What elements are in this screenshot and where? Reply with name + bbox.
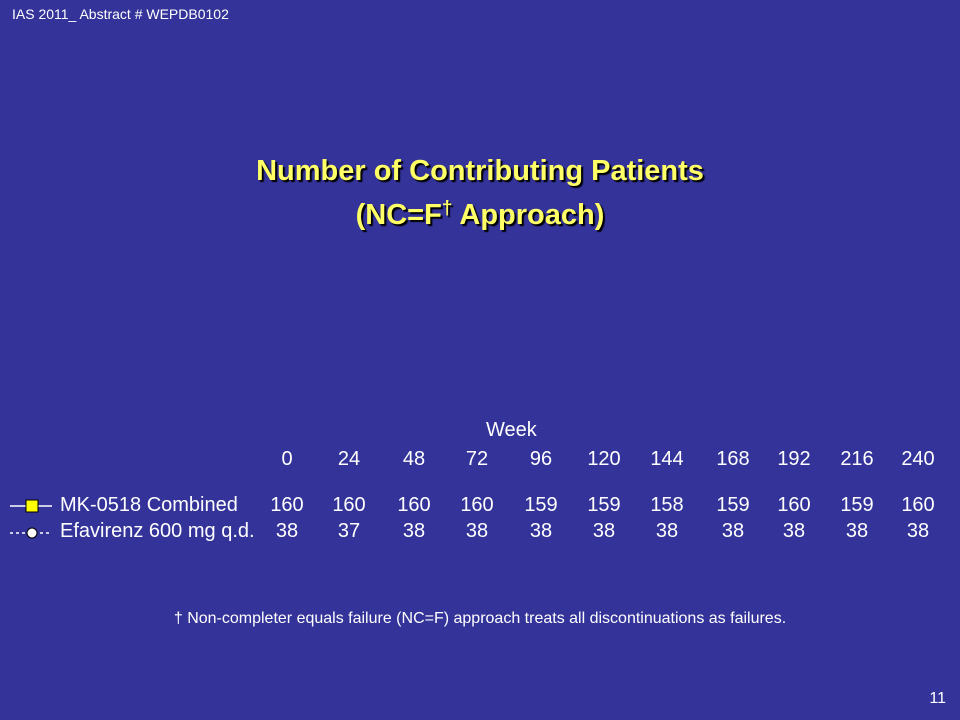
table-cell: 160 xyxy=(332,494,366,516)
title-line-2-main: (NC=F xyxy=(355,199,442,231)
week-cell: 216 xyxy=(840,448,874,470)
slide-title: Number of Contributing Patients (NC=F† A… xyxy=(0,152,960,234)
week-cell: 120 xyxy=(587,448,621,470)
week-cell: 192 xyxy=(777,448,811,470)
title-dagger: † xyxy=(441,198,453,219)
week-cell: 168 xyxy=(716,448,750,470)
week-header-row: 0 24 48 72 96 120 144 168 192 216 240 xyxy=(0,448,960,474)
table-cell: 38 xyxy=(845,520,869,542)
table-cell: 158 xyxy=(650,494,684,516)
title-line-2-end: Approach) xyxy=(452,199,605,231)
header-note: IAS 2011_ Abstract # WEPDB0102 xyxy=(12,6,229,22)
legend-efavirenz: Efavirenz 600 mg q.d. xyxy=(8,520,278,546)
week-cell: 240 xyxy=(901,448,935,470)
week-cell: 48 xyxy=(402,448,426,470)
week-cell: 24 xyxy=(337,448,361,470)
circle-marker-icon xyxy=(10,527,52,539)
table-cell: 38 xyxy=(529,520,553,542)
table-cell: 159 xyxy=(716,494,750,516)
table-cell: 37 xyxy=(337,520,361,542)
table-cell: 160 xyxy=(397,494,431,516)
table-cell: 38 xyxy=(275,520,299,542)
table-cell: 160 xyxy=(460,494,494,516)
title-line-1: Number of Contributing Patients xyxy=(256,155,704,187)
week-cell: 0 xyxy=(281,448,293,470)
title-line-2: (NC=F† Approach) xyxy=(0,190,960,234)
legend-label-mk0518: MK-0518 Combined xyxy=(60,494,238,516)
table-cell: 159 xyxy=(587,494,621,516)
table-cell: 159 xyxy=(524,494,558,516)
square-marker-icon xyxy=(10,499,52,513)
table-cell: 38 xyxy=(402,520,426,542)
week-cell: 144 xyxy=(650,448,684,470)
table-cell: 38 xyxy=(906,520,930,542)
table-cell: 38 xyxy=(465,520,489,542)
table-cell: 160 xyxy=(270,494,304,516)
table-cell: 159 xyxy=(840,494,874,516)
table-cell: 38 xyxy=(721,520,745,542)
slide-number: 11 xyxy=(929,690,946,707)
table-row: 160 160 160 160 159 159 158 159 160 159 … xyxy=(0,494,960,520)
week-cell: 96 xyxy=(529,448,553,470)
week-axis-label: Week xyxy=(486,419,537,441)
table-cell: 160 xyxy=(777,494,811,516)
footnote: † Non-completer equals failure (NC=F) ap… xyxy=(173,610,787,627)
legend-mk0518: MK-0518 Combined xyxy=(8,494,278,520)
table-cell: 38 xyxy=(782,520,806,542)
table-cell: 38 xyxy=(592,520,616,542)
legend-label-efavirenz: Efavirenz 600 mg q.d. xyxy=(60,520,255,542)
table-cell: 38 xyxy=(655,520,679,542)
table-cell: 160 xyxy=(901,494,935,516)
table-row: 38 37 38 38 38 38 38 38 38 38 38 xyxy=(0,520,960,546)
week-cell: 72 xyxy=(465,448,489,470)
